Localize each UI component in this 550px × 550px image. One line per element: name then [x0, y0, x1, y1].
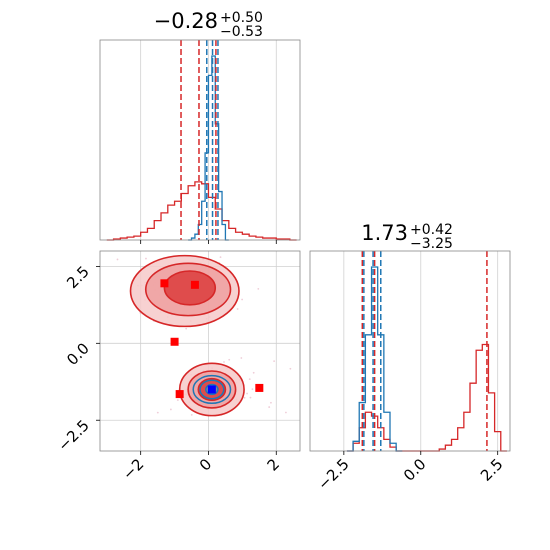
panel-marginal-param-2-series: [346, 266, 507, 452]
sample-dot: [289, 367, 292, 370]
histogram-series-1: [346, 266, 403, 452]
tick-label-x-2: 2.5: [477, 455, 507, 485]
contour-blue-0: [192, 374, 232, 405]
sample-dot: [251, 388, 254, 391]
title-param-2: 1.73 +0.42 −3.25: [361, 221, 453, 252]
sample-dot: [268, 406, 271, 408]
title-param-1-upper: +0.50: [220, 10, 263, 26]
sample-dot: [145, 257, 147, 260]
sample-dot: [185, 327, 188, 330]
marker-red-0: [160, 279, 169, 288]
marker-red-1: [190, 280, 199, 289]
tick-label-x-2: 2: [264, 455, 283, 474]
sample-dot: [116, 258, 119, 261]
sample-dot: [219, 256, 222, 259]
panel-joint-frame: [99, 250, 301, 452]
contour-red-2: [163, 270, 217, 306]
tick-label-x-1: 0.0: [400, 455, 430, 485]
sample-dot: [252, 371, 255, 374]
sample-dot: [273, 360, 276, 363]
title-param-1-value: −0.28: [154, 9, 218, 33]
tick-label-x-1: 0: [196, 455, 215, 474]
histogram-series-0: [106, 181, 297, 241]
sample-dot: [246, 392, 248, 395]
panel-marginal-param-1: [99, 39, 301, 244]
sample-dot: [111, 236, 113, 238]
panel-joint-y-ticks: 2.5 0.0 −2.5: [54, 262, 100, 455]
sample-dot: [163, 229, 165, 231]
panel-marginal-param-1-series: [106, 55, 297, 241]
marker-red-2: [170, 337, 179, 346]
panel-marginal-param-2-frame: [309, 250, 511, 452]
sample-dot: [249, 396, 252, 399]
sample-dot: [270, 401, 272, 404]
sample-dot: [240, 357, 243, 359]
panel-joint-points: [160, 279, 264, 399]
title-param-1-lower: −0.53: [220, 24, 263, 40]
tick-label-y-0: 2.5: [63, 262, 93, 292]
title-param-1: −0.28 +0.50 −0.53: [154, 9, 263, 40]
tick-label-x-0: −2.5: [314, 455, 352, 493]
tick-label-x-0: −2: [119, 455, 147, 483]
sample-dot: [241, 298, 244, 301]
contour-blue-1: [199, 379, 225, 400]
sample-dot: [223, 361, 225, 363]
sample-dot: [169, 408, 172, 411]
tick-label-y-2: −2.5: [54, 416, 92, 454]
sample-dot: [236, 308, 239, 310]
panel-marginal-param-2-quantiles: [361, 251, 488, 451]
sample-dot: [228, 358, 231, 361]
panel-joint: −2 0 2 2.5 0.0 −2.5: [54, 229, 314, 483]
panel-joint-x-ticks: −2 0 2: [119, 451, 283, 483]
sample-dot: [284, 411, 287, 414]
sample-dot: [190, 413, 193, 416]
sample-dot: [248, 378, 251, 381]
panel-marginal-param-2-x-ticks: −2.5 0.0 2.5: [314, 451, 507, 494]
title-param-2-value: 1.73: [361, 221, 408, 245]
tick-label-y-1: 0.0: [63, 339, 93, 369]
marker-blue-0: [207, 385, 216, 394]
sample-dot: [243, 396, 246, 399]
panel-marginal-param-1-quantiles: [180, 40, 219, 240]
panel-joint-contours: [129, 254, 245, 417]
panel-marginal-param-2: −2.5 0.0 2.5: [309, 250, 511, 494]
marker-red-3: [175, 390, 184, 399]
sample-dot: [176, 399, 179, 402]
panel-marginal-param-1-frame: [99, 39, 301, 241]
sample-dot: [257, 287, 260, 290]
panel-marginal-param-1-ticks: [140, 240, 277, 244]
title-param-2-upper: +0.42: [410, 222, 453, 238]
histogram-series-1: [188, 55, 229, 241]
marker-red-4: [255, 383, 264, 392]
panel-marginal-param-2-grid: [343, 251, 499, 451]
sample-dot: [312, 283, 314, 285]
sample-dot: [156, 411, 159, 414]
sample-dot: [209, 249, 211, 251]
histogram-series-0: [346, 343, 507, 452]
title-param-2-lower: −3.25: [410, 236, 453, 252]
